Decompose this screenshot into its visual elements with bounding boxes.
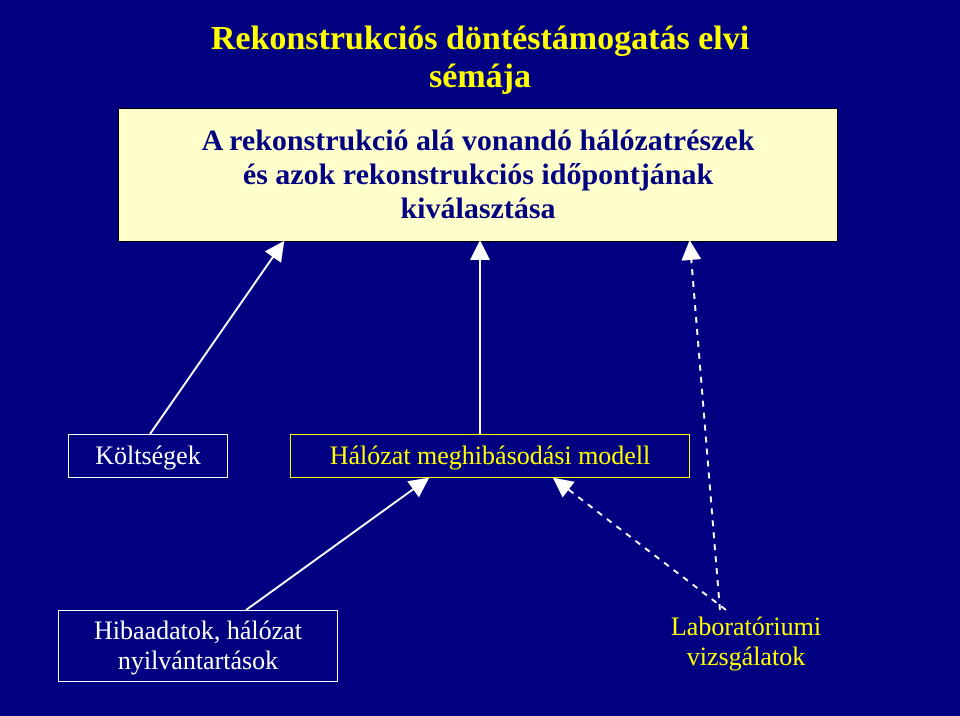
main-line2: és azok rekonstrukciós időpontjának [243,158,713,191]
model-box: Hálózat meghibásodási modell [290,434,690,478]
arrow-line [246,480,426,610]
main-line3: kiválasztása [400,192,555,225]
main-box: A rekonstrukció alá vonandó hálózatrésze… [118,108,838,242]
data-box-text: Hibaadatok, hálózat nyilvántartások [94,616,302,676]
arrow-line [690,244,720,610]
data-line1: Hibaadatok, hálózat [94,616,302,645]
lab-text: Laboratóriumi vizsgálatok [636,612,856,672]
data-line2: nyilvántartások [118,646,278,675]
slide: Rekonstrukciós döntéstámogatás elvi sémá… [0,0,960,716]
slide-title: Rekonstrukciós döntéstámogatás elvi sémá… [70,20,890,96]
arrow-line [556,480,726,610]
lab-line2: vizsgálatok [687,642,805,671]
lab-line1: Laboratóriumi [671,612,821,641]
title-line1: Rekonstrukciós döntéstámogatás elvi [211,20,749,57]
costs-box: Költségek [68,434,228,478]
data-box: Hibaadatok, hálózat nyilvántartások [58,610,338,682]
costs-label: Költségek [95,441,200,471]
model-label: Hálózat meghibásodási modell [330,441,651,471]
main-box-text: A rekonstrukció alá vonandó hálózatrésze… [202,124,755,226]
arrow-line [150,244,282,434]
main-line1: A rekonstrukció alá vonandó hálózatrésze… [202,124,755,157]
title-line2: sémája [429,58,531,95]
